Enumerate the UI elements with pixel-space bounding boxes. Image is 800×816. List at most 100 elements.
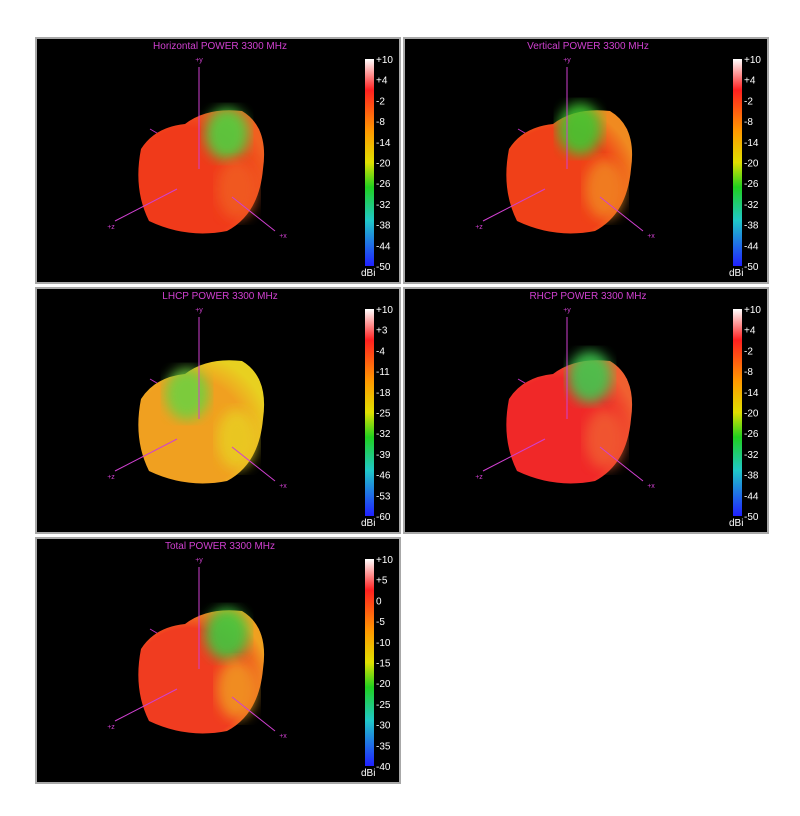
colorbar-tick-label: -2 — [376, 96, 385, 107]
colorbar-tick-label: +4 — [376, 76, 388, 87]
pattern-shade — [217, 409, 257, 469]
colorbar-tick-label: -25 — [376, 700, 391, 711]
axis-label: +x — [279, 233, 287, 240]
colorbar-tick-label: -26 — [744, 179, 759, 190]
axis-label: +x — [279, 733, 287, 740]
pattern-shade — [217, 159, 257, 219]
colorbar-tick-label: +4 — [744, 76, 756, 87]
panel-title: LHCP POWER 3300 MHz — [162, 291, 277, 302]
colorbar-tick-label: -11 — [376, 367, 390, 378]
colorbar-tick-label: -8 — [376, 117, 385, 128]
colorbar-tick-label: -20 — [744, 159, 759, 170]
colorbar-tick-label: -8 — [744, 117, 753, 128]
axis-line — [231, 446, 276, 482]
colorbar-tick-label: -35 — [376, 741, 391, 752]
pattern-panel: Horizontal POWER 3300 MHz +y +z +x +10 +4 -2 -8… — [35, 37, 401, 284]
colorbar-tick-label: -40 — [376, 762, 391, 773]
colorbar-tick-label: -20 — [376, 679, 391, 690]
colorbar-tick-label: +3 — [376, 326, 388, 337]
axis-line — [482, 188, 546, 222]
colorbar-tick-label: -2 — [744, 96, 753, 107]
colorbar-tick-label: -60 — [376, 512, 391, 523]
colorbar-tick-label: -20 — [744, 409, 759, 420]
pattern-highlight — [205, 608, 249, 660]
pattern-shade — [217, 659, 257, 719]
colorbar-tick-label: +4 — [744, 326, 756, 337]
axis-line — [599, 196, 644, 232]
colorbar-tick-label: -44 — [744, 241, 759, 252]
colorbar-tick-label: -30 — [376, 721, 391, 732]
colorbar — [733, 309, 742, 516]
axis-line — [114, 188, 178, 222]
colorbar-tick-label: -46 — [376, 471, 391, 482]
axis-label: +z — [475, 224, 483, 231]
axis-line — [599, 446, 644, 482]
colorbar-tick-label: -10 — [376, 638, 391, 649]
colorbar — [365, 559, 374, 766]
colorbar-tick-label: -39 — [376, 450, 391, 461]
colorbar-tick-label: +10 — [376, 555, 393, 566]
colorbar-tick-label: -50 — [744, 262, 759, 273]
panel-title: RHCP POWER 3300 MHz — [529, 291, 646, 302]
colorbar-tick-label: -26 — [744, 429, 759, 440]
colorbar-tick-label: -15 — [376, 659, 391, 670]
pattern-panel: Vertical POWER 3300 MHz +y +z +x +10 +4 -2 -8 -1… — [403, 37, 769, 284]
colorbar-tick-label: -14 — [744, 388, 759, 399]
pattern-highlight — [165, 368, 209, 420]
colorbar-tick-label: -5 — [376, 617, 385, 628]
pattern-highlight — [205, 108, 249, 160]
axis-label: +y — [195, 307, 203, 314]
colorbar-tick-label: -38 — [744, 471, 759, 482]
colorbar-tick-label: -4 — [376, 346, 385, 357]
colorbar-tick-label: -32 — [744, 200, 759, 211]
colorbar — [733, 59, 742, 266]
colorbar-tick-label: +10 — [744, 305, 761, 316]
axis-line — [231, 196, 276, 232]
colorbar-unit: dBi — [361, 768, 375, 779]
colorbar-tick-label: -50 — [376, 262, 391, 273]
axis-label: +z — [107, 224, 115, 231]
axis-label: +z — [107, 474, 115, 481]
pattern-highlight — [568, 351, 612, 403]
pattern-highlight — [558, 103, 602, 155]
colorbar-tick-label: -32 — [376, 429, 391, 440]
colorbar-tick-label: -50 — [744, 512, 759, 523]
colorbar-tick-label: -38 — [376, 221, 391, 232]
panel-title: Total POWER 3300 MHz — [165, 541, 275, 552]
colorbar-tick-label: -14 — [376, 138, 391, 149]
colorbar-unit: dBi — [729, 518, 743, 529]
colorbar-tick-label: 0 — [376, 596, 382, 607]
axis-label: +y — [195, 57, 203, 64]
colorbar-tick-label: -14 — [744, 138, 759, 149]
colorbar-tick-label: +10 — [744, 55, 761, 66]
colorbar-tick-label: -20 — [376, 159, 391, 170]
colorbar-tick-label: -32 — [744, 450, 759, 461]
pattern-panel: RHCP POWER 3300 MHz +y +z +x +10 +4 -2 -8 -14 -20… — [403, 287, 769, 534]
pattern-panel: Total POWER 3300 MHz +y +z +x +10 +5 0 -5 -10 -15… — [35, 537, 401, 784]
axis-label: +z — [107, 724, 115, 731]
axis-line — [482, 438, 546, 472]
colorbar-tick-label: -8 — [744, 367, 753, 378]
colorbar-tick-label: -38 — [744, 221, 759, 232]
axis-line — [114, 688, 178, 722]
colorbar-tick-label: -26 — [376, 179, 391, 190]
colorbar-tick-label: -44 — [376, 241, 391, 252]
pattern-shade — [585, 409, 625, 469]
colorbar-unit: dBi — [361, 518, 375, 529]
colorbar-tick-label: -32 — [376, 200, 391, 211]
colorbar-tick-label: +10 — [376, 55, 393, 66]
colorbar-tick-label: +10 — [376, 305, 393, 316]
colorbar-tick-label: -2 — [744, 346, 753, 357]
colorbar-tick-label: -44 — [744, 491, 759, 502]
pattern-panel: LHCP POWER 3300 MHz +y +z +x +10 +3 -4 -11 -18 -2… — [35, 287, 401, 534]
colorbar-tick-label: -53 — [376, 491, 391, 502]
panel-title: Horizontal POWER 3300 MHz — [153, 41, 287, 52]
colorbar — [365, 59, 374, 266]
pattern-shade — [585, 159, 625, 219]
panel-title: Vertical POWER 3300 MHz — [527, 41, 649, 52]
colorbar-tick-label: -25 — [376, 409, 391, 420]
colorbar-unit: dBi — [729, 268, 743, 279]
colorbar — [365, 309, 374, 516]
colorbar-tick-label: +5 — [376, 576, 388, 587]
